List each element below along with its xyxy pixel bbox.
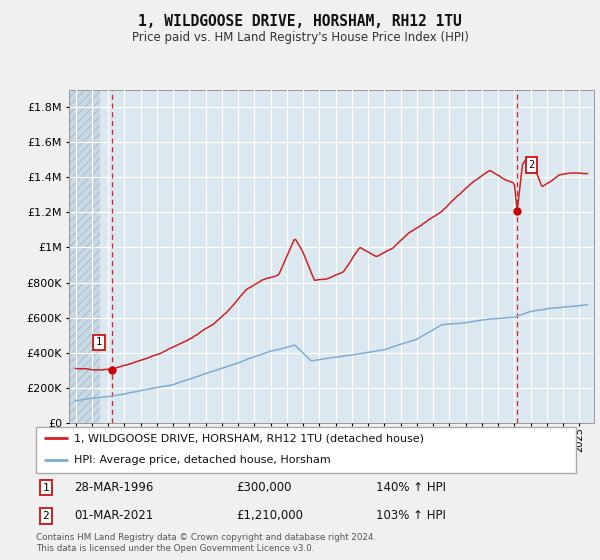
Bar bbox=[69, 90, 100, 423]
Bar bbox=[69, 90, 100, 423]
Text: 2: 2 bbox=[43, 511, 49, 521]
Text: 140% ↑ HPI: 140% ↑ HPI bbox=[376, 481, 446, 494]
Text: 28-MAR-1996: 28-MAR-1996 bbox=[74, 481, 153, 494]
Text: 103% ↑ HPI: 103% ↑ HPI bbox=[376, 510, 446, 522]
Text: 1: 1 bbox=[43, 483, 49, 493]
Text: Contains HM Land Registry data © Crown copyright and database right 2024.
This d: Contains HM Land Registry data © Crown c… bbox=[36, 533, 376, 553]
Text: 1, WILDGOOSE DRIVE, HORSHAM, RH12 1TU: 1, WILDGOOSE DRIVE, HORSHAM, RH12 1TU bbox=[138, 14, 462, 29]
Text: £1,210,000: £1,210,000 bbox=[236, 510, 303, 522]
Text: 2: 2 bbox=[529, 160, 535, 170]
Text: 1: 1 bbox=[96, 337, 102, 347]
Text: £300,000: £300,000 bbox=[236, 481, 292, 494]
FancyBboxPatch shape bbox=[36, 427, 576, 473]
Text: HPI: Average price, detached house, Horsham: HPI: Average price, detached house, Hors… bbox=[74, 455, 331, 465]
Text: 01-MAR-2021: 01-MAR-2021 bbox=[74, 510, 153, 522]
Text: Price paid vs. HM Land Registry's House Price Index (HPI): Price paid vs. HM Land Registry's House … bbox=[131, 31, 469, 44]
Text: 1, WILDGOOSE DRIVE, HORSHAM, RH12 1TU (detached house): 1, WILDGOOSE DRIVE, HORSHAM, RH12 1TU (d… bbox=[74, 433, 424, 444]
